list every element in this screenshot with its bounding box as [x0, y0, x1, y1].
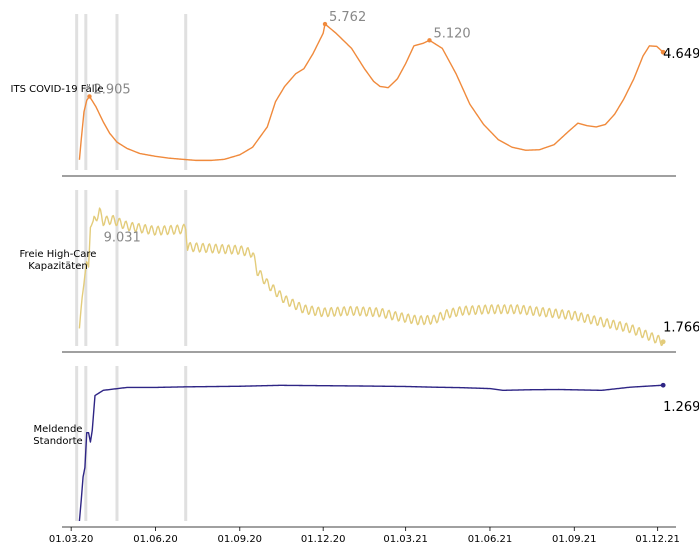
x-tick-label-3: 01.12.20 [301, 534, 346, 542]
x-tick-label-0: 01.03.20 [49, 534, 94, 542]
peak-point-0-0 [87, 94, 92, 99]
peak-point-0-1 [322, 21, 328, 27]
x-tick-label-1: 01.06.20 [133, 534, 178, 542]
x-tick-label-5: 01.06.21 [468, 534, 513, 542]
series-end-point-0 [660, 49, 666, 55]
series-end-point-2 [660, 382, 666, 388]
event-line-mid-2 [115, 190, 119, 346]
event-line-top-2 [115, 14, 119, 170]
x-tick-label-4: 01.03.21 [383, 534, 428, 542]
panel-2: 1.269 [62, 382, 699, 528]
series-line-0 [78, 23, 664, 162]
series-end-label-1: 1.766 [663, 321, 699, 336]
event-line-mid-0 [75, 190, 79, 346]
event-line-bottom-2 [115, 366, 119, 521]
row-label-free-high-care: Freie High-Care Kapazitäten [19, 249, 97, 272]
x-axis: 01.03.20 01.06.20 01.09.20 01.12.20 01.03.21… [49, 527, 680, 542]
event-line-bottom-0 [75, 366, 79, 521]
row-label-reporting-sites: Meldende Standorte [33, 424, 83, 447]
event-line-top-3 [184, 14, 188, 170]
peak-label-0-2: 5.120 [433, 26, 470, 41]
x-tick-label-7: 01.12.21 [635, 534, 680, 542]
event-line-top-0 [75, 14, 79, 170]
x-tick-label-2: 01.09.20 [218, 534, 263, 542]
chart-panels: 4.649 2.905 5.762 5.120 1.766 9.031 1.269 [62, 10, 699, 528]
peak-label-0-0: 2.905 [93, 82, 130, 97]
series-end-label-2: 1.269 [663, 400, 699, 415]
series-line-1 [78, 207, 664, 347]
panel-0: 4.649 2.905 5.762 5.120 [62, 10, 699, 177]
event-line-bottom-3 [184, 366, 188, 521]
x-tick-label-6: 01.09.21 [552, 534, 597, 542]
event-line-top-1 [84, 14, 88, 170]
peak-point-0-2 [427, 38, 432, 43]
row-label-its-cases: ITS COVID-19 Fälle [10, 84, 104, 95]
series-end-point-1 [660, 339, 666, 345]
event-line-mid-3 [184, 190, 188, 346]
peak-label-0-1: 5.762 [329, 10, 366, 25]
panel-1: 1.766 9.031 [62, 207, 699, 353]
series-line-2 [78, 384, 664, 522]
peak-label-1-0: 9.031 [104, 231, 141, 246]
series-end-label-0: 4.649 [663, 47, 699, 62]
